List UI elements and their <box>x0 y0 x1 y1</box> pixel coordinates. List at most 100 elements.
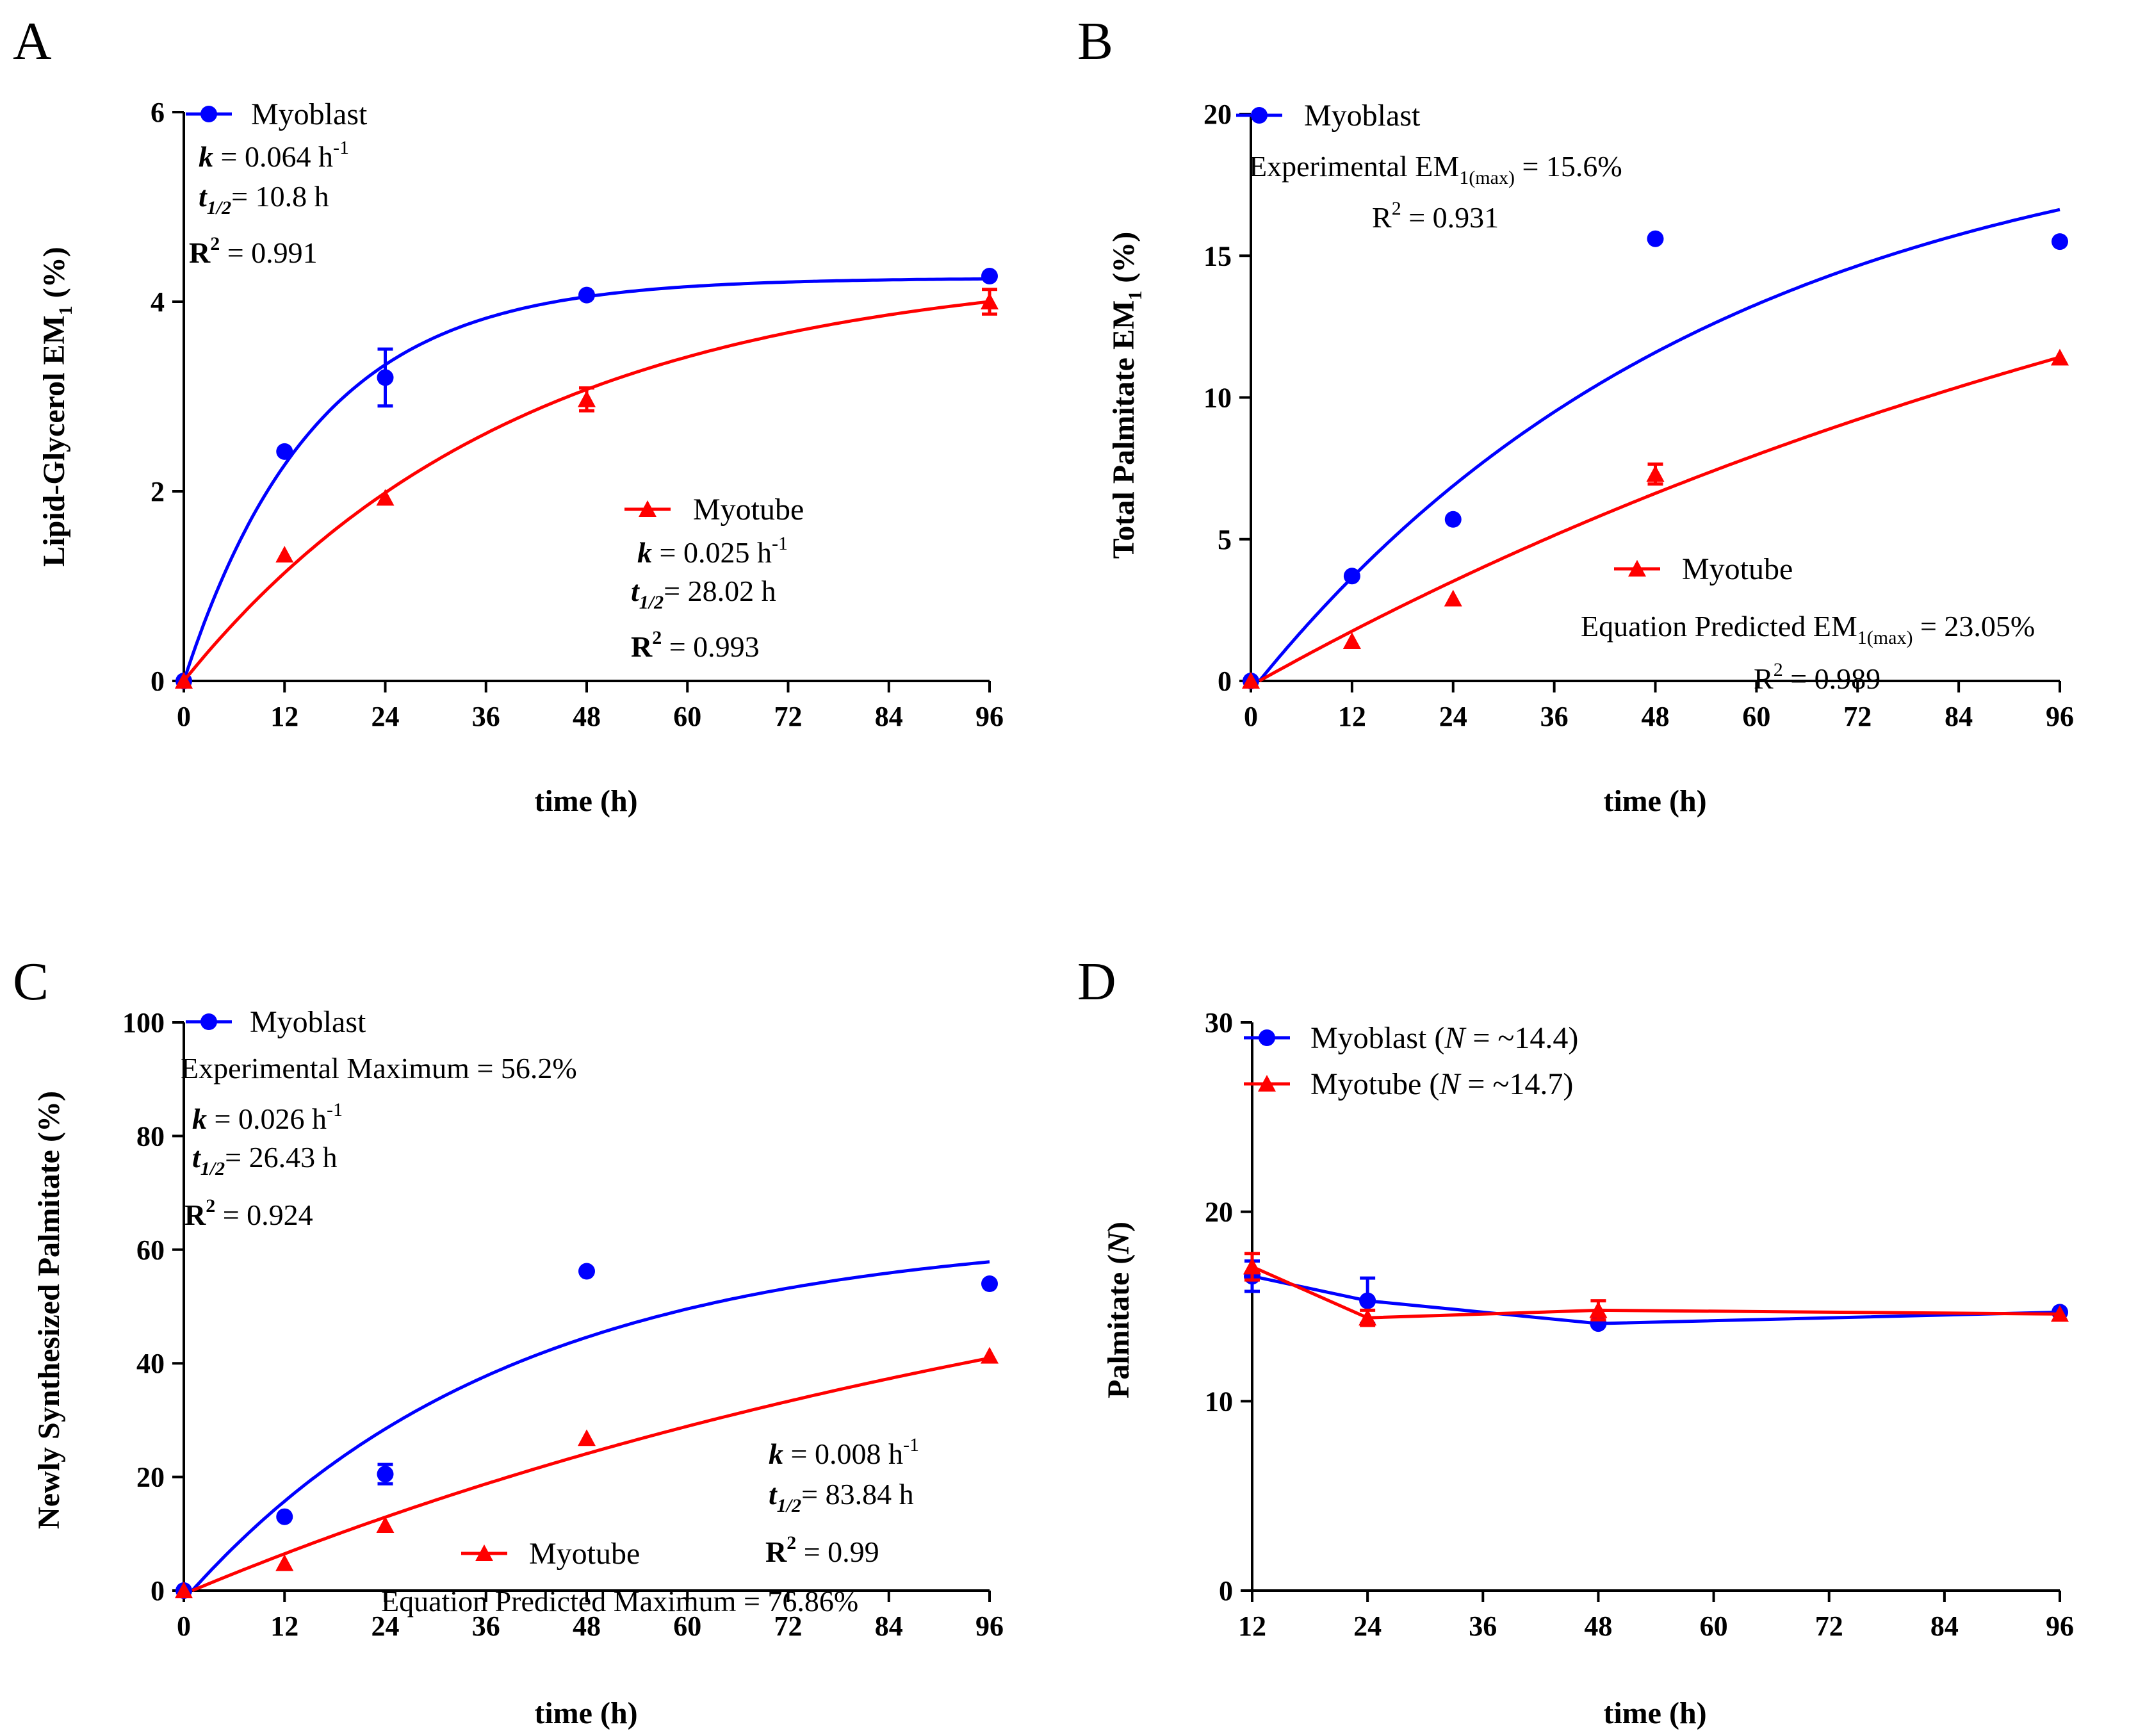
panel-label-b: B <box>1077 12 1113 71</box>
data-point-myoblast <box>1647 230 1664 247</box>
legend-label-myoblast: Myoblast <box>251 97 368 131</box>
y-tick-label: 10 <box>1205 1386 1233 1417</box>
legend-myoblast-d: Myoblast (N = ~14.4) <box>1244 1021 1578 1055</box>
annotation-experimental-c: Experimental Maximum = 56.2% <box>181 1052 577 1085</box>
annotation-k-myoblast-a: k = 0.064 h-1 <box>199 137 349 173</box>
annotation-t-myotube-a: t1/2= 28.02 h <box>631 575 776 613</box>
series-line-myoblast <box>1252 1274 2060 1325</box>
data-point-myoblast <box>1444 511 1462 528</box>
data-point-myotube <box>2051 348 2069 366</box>
y-tick-label: 40 <box>136 1348 165 1379</box>
data-point-myoblast <box>578 1263 595 1280</box>
annotation-r2-myotube-a: R2 = 0.993 <box>631 627 760 663</box>
y-tick-label: 60 <box>136 1234 165 1266</box>
y-tick-label: 5 <box>1218 524 1232 555</box>
annotation-t-myoblast-c: t1/2= 26.43 h <box>192 1141 338 1179</box>
x-tick-label: 0 <box>1244 701 1258 732</box>
legend-marker-triangle <box>639 500 657 517</box>
x-tick-label: 12 <box>1338 701 1366 732</box>
x-tick-label: 0 <box>177 1610 191 1642</box>
y-tick-label: 10 <box>1203 382 1232 414</box>
x-tick-label: 84 <box>1930 1610 1959 1642</box>
x-tick-label: 24 <box>371 701 400 732</box>
data-point-myotube <box>175 672 193 689</box>
data-point-myoblast <box>981 268 998 285</box>
y-axis-label-b: Total Palmitate EM1 (%) <box>1107 232 1146 559</box>
fit-curve-myoblast <box>191 1260 990 1592</box>
y-tick-label: 80 <box>136 1120 165 1152</box>
y-tick-label: 0 <box>151 666 165 697</box>
annotation-experimental-b: Experimental EM1(max) = 15.6% <box>1249 150 1622 188</box>
legend-marker-circle <box>1251 107 1268 124</box>
legend-label-myoblast: Myoblast <box>250 1005 366 1039</box>
legend-label-myotube: Myotube <box>529 1537 640 1571</box>
data-point-myoblast <box>1343 568 1360 585</box>
x-tick-label: 12 <box>270 701 298 732</box>
x-tick-label: 72 <box>1815 1610 1843 1642</box>
legend-label-myoblast: Myoblast <box>1304 99 1421 133</box>
x-tick-label: 84 <box>875 701 903 732</box>
data-point-myotube <box>1243 1257 1261 1275</box>
x-tick-label: 36 <box>1469 1610 1497 1642</box>
y-tick-label: 20 <box>1203 99 1232 130</box>
data-point-myoblast <box>276 1508 293 1525</box>
y-tick-label: 30 <box>1205 1007 1233 1038</box>
x-tick-label: 36 <box>1540 701 1569 732</box>
y-tick-label: 6 <box>151 97 165 128</box>
x-tick-label: 24 <box>1439 701 1467 732</box>
x-tick-label: 24 <box>371 1610 400 1642</box>
x-tick-label: 48 <box>1584 1610 1612 1642</box>
fit-curve-myoblast <box>1258 208 2060 682</box>
x-tick-label: 84 <box>875 1610 903 1642</box>
data-point-myotube <box>1444 589 1462 607</box>
legend-marker-triangle <box>1258 1075 1276 1092</box>
data-point-myotube <box>275 546 294 563</box>
legend-marker-circle <box>1259 1029 1275 1046</box>
legend-myotube-b: Myotube <box>1614 552 1793 586</box>
panel-label-c: C <box>13 952 49 1011</box>
x-tick-label: 60 <box>673 1610 701 1642</box>
legend-myoblast-c: Myoblast <box>186 1005 366 1039</box>
panel-label-d: D <box>1077 952 1116 1011</box>
data-point-myoblast <box>2052 233 2068 250</box>
x-tick-label: 36 <box>472 701 500 732</box>
x-tick-label: 36 <box>472 1610 500 1642</box>
legend-label-myoblast-d: Myoblast (N = ~14.4) <box>1310 1021 1578 1055</box>
data-point-myoblast <box>377 369 394 386</box>
x-tick-label: 12 <box>270 1610 298 1642</box>
legend-label-myotube: Myotube <box>693 493 804 527</box>
panel-label-a: A <box>13 12 52 71</box>
x-axis-label-a: time (h) <box>534 784 637 818</box>
data-point-myotube <box>981 293 999 309</box>
y-tick-label: 20 <box>136 1462 165 1493</box>
annotation-t-myotube-c: t1/2= 83.84 h <box>769 1478 914 1516</box>
annotation-r2-myotube-c: R2 = 0.99 <box>765 1532 879 1568</box>
x-axis-label-d: time (h) <box>1603 1696 1706 1730</box>
annotation-predicted-c: Equation Predicted Maximum = 76.86% <box>381 1585 858 1617</box>
data-point-myotube <box>2051 1305 2069 1322</box>
x-tick-label: 72 <box>1843 701 1872 732</box>
x-tick-label: 72 <box>774 701 803 732</box>
x-tick-label: 0 <box>177 701 191 732</box>
legend-myoblast-b: Myoblast <box>1236 99 1421 133</box>
x-tick-label: 12 <box>1238 1610 1266 1642</box>
data-point-myotube <box>1342 632 1361 650</box>
panel-c: 0 20 40 60 80 100 0 12 24 36 48 60 72 84 96 time (h) N… <box>32 1005 1004 1730</box>
legend-myotube-a: Myotube <box>624 493 804 527</box>
x-tick-label: 48 <box>573 701 601 732</box>
x-axis-label-b: time (h) <box>1603 784 1706 818</box>
y-axis-label-a: Lipid-Glycerol EM1 (%) <box>37 247 76 566</box>
data-point-myotube <box>578 390 596 407</box>
legend-marker-triangle <box>475 1544 493 1561</box>
data-point-myotube <box>1589 1301 1608 1318</box>
data-point-myoblast <box>981 1275 998 1293</box>
legend-marker-circle <box>200 106 217 122</box>
x-tick-label: 96 <box>975 1610 1004 1642</box>
data-point-myoblast <box>377 1466 394 1483</box>
y-tick-label: 100 <box>122 1007 165 1038</box>
x-tick-label: 60 <box>1700 1610 1728 1642</box>
data-point-myoblast <box>578 286 595 304</box>
x-tick-label: 60 <box>1742 701 1770 732</box>
data-point-myotube <box>1242 672 1260 689</box>
